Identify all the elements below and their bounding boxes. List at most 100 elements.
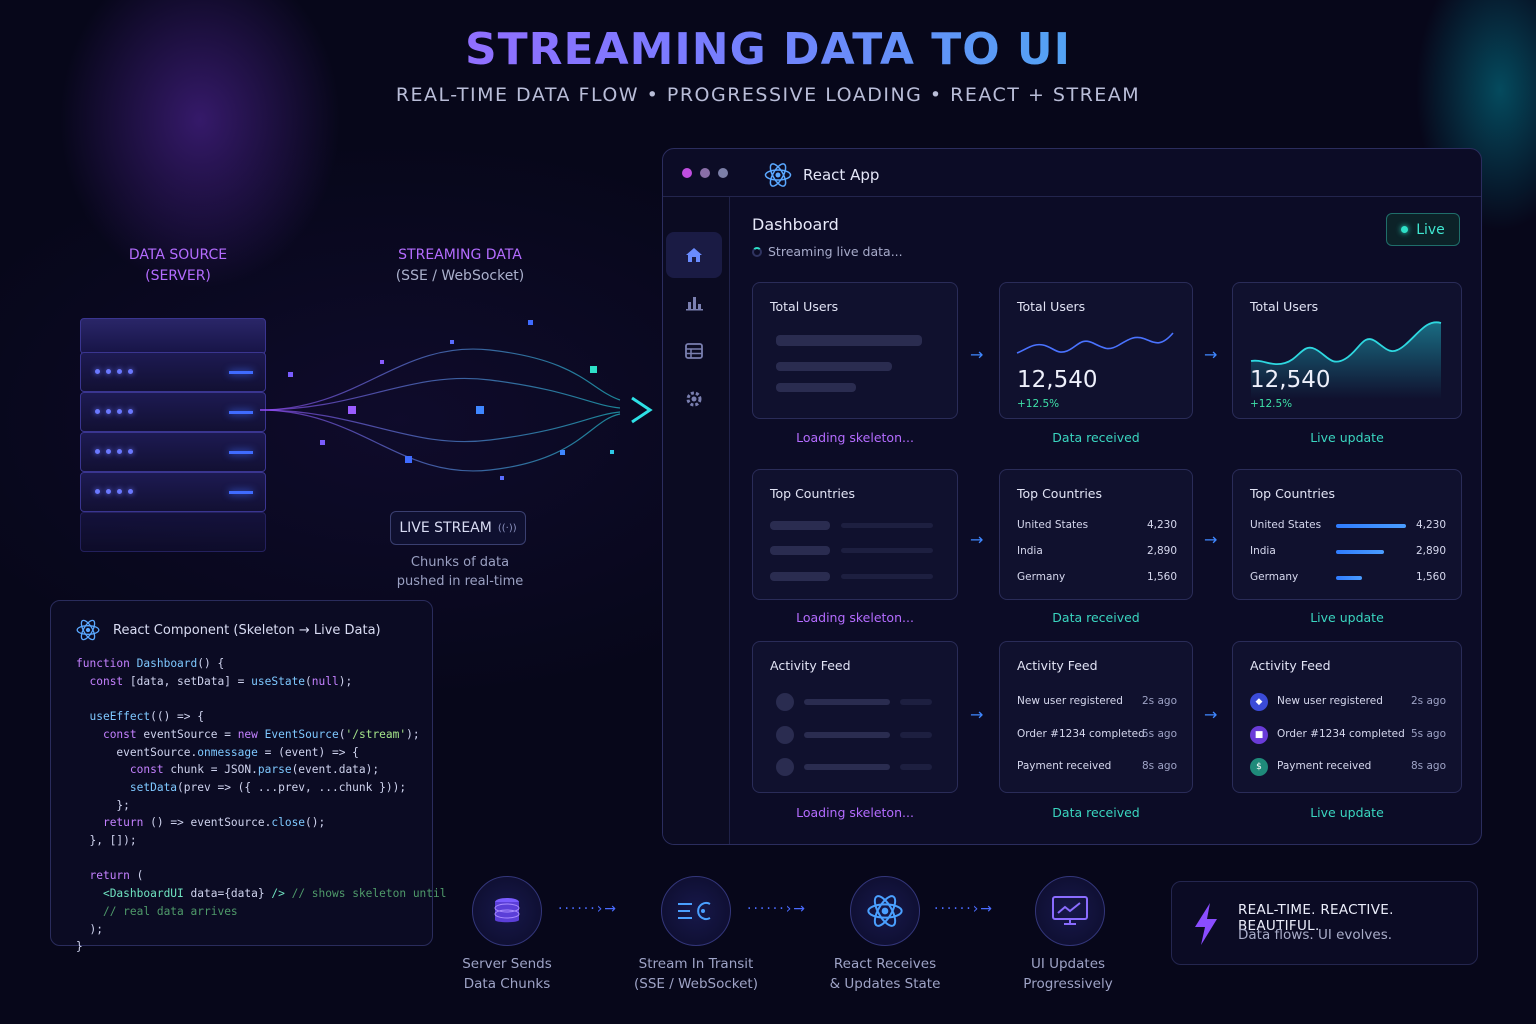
country-name: United States: [1250, 519, 1322, 531]
window-dot-maximize[interactable]: [718, 168, 728, 178]
users-card-live: Total Users 12,540 +12.5%: [1232, 282, 1462, 419]
flow-step-ui: [1035, 876, 1105, 946]
users-card-received: Total Users 12,540 +12.5%: [999, 282, 1193, 419]
tagline-card: REAL-TIME. REACTIVE. BEAUTIFUL. Data flo…: [1171, 881, 1478, 965]
gear-icon: [686, 391, 702, 407]
country-name: India: [1017, 545, 1043, 557]
stream-icon: [678, 902, 711, 920]
country-value: 1,560: [1415, 571, 1446, 583]
activity-time: 2s ago: [1141, 695, 1177, 707]
broadcast-icon: ((·)): [497, 522, 517, 534]
country-value: 4,230: [1415, 519, 1446, 531]
activity-time: 2s ago: [1410, 695, 1446, 707]
caption-live: Live update: [1310, 805, 1384, 820]
react-icon: [764, 163, 792, 187]
bar-chart-icon: [686, 297, 703, 311]
users-card-skeleton: Total Users: [752, 282, 958, 419]
arrow-right-icon: →: [1204, 705, 1218, 724]
window-controls: [682, 168, 728, 178]
arrow-right-icon: →: [1204, 530, 1218, 549]
sidebar-item-home[interactable]: [666, 232, 722, 278]
live-badge[interactable]: Live: [1386, 213, 1460, 246]
page-subtitle: REAL-TIME DATA FLOW • PROGRESSIVE LOADIN…: [395, 84, 1141, 106]
server-icon: [80, 318, 270, 558]
caption-received: Data received: [1052, 805, 1140, 820]
caption-received: Data received: [1052, 430, 1140, 445]
table-icon: [685, 343, 703, 359]
activity-text: New user registered: [1277, 695, 1383, 707]
flow-arrow-icon: ······›→: [934, 901, 995, 917]
dashboard-status: Streaming live data...: [752, 244, 903, 259]
chunks-caption: Chunks of data pushed in real-time: [396, 555, 524, 589]
flow-label-server: Server Sends Data Chunks: [462, 956, 552, 992]
arrow-right-icon: →: [1204, 345, 1218, 364]
code-block: function Dashboard() { const [data, setD…: [76, 657, 447, 954]
caption-live: Live update: [1310, 430, 1384, 445]
country-bar: [1336, 550, 1384, 554]
sidebar-item-analytics[interactable]: [666, 280, 722, 326]
activity-time: 5s ago: [1410, 728, 1446, 740]
caption-received: Data received: [1052, 610, 1140, 625]
users-sparkline: [1016, 332, 1174, 354]
activity-text: Order #1234 completed: [1277, 728, 1405, 740]
country-value: 1,560: [1146, 571, 1177, 583]
activity-card-skeleton: Activity Feed: [752, 641, 958, 793]
activity-text: Order #1234 completed: [1017, 728, 1145, 740]
app-sidebar: [663, 197, 730, 844]
flow-step-server: [472, 876, 542, 946]
country-value: 2,890: [1415, 545, 1446, 557]
sidebar-item-table[interactable]: [666, 328, 722, 374]
flow-arrow-icon: ······›→: [558, 901, 619, 917]
monitor-icon: [1052, 896, 1088, 925]
country-name: United States: [1017, 519, 1089, 531]
country-name: India: [1250, 545, 1276, 557]
activity-card-live: Activity Feed ◆ New user registered 2s a…: [1232, 641, 1462, 793]
activity-card-received: Activity Feed New user registered 2s ago…: [999, 641, 1193, 793]
page-title: STREAMING DATA TO UI: [0, 24, 1536, 75]
activity-text: Payment received: [1277, 760, 1372, 772]
arrow-right-icon: →: [970, 530, 984, 549]
tagline-secondary: Data flows. UI evolves.: [1238, 927, 1393, 943]
flow-arrow-icon: ······›→: [747, 901, 808, 917]
flow-step-react: [850, 876, 920, 946]
app-title: React App: [763, 160, 879, 190]
react-app-window: React App Dashboard Streaming live data.…: [662, 148, 1482, 845]
streaming-data-label: STREAMING DATA (SSE / WebSocket): [395, 247, 525, 284]
country-value: 4,230: [1146, 519, 1177, 531]
activity-time: 8s ago: [1141, 760, 1177, 772]
react-icon: [867, 895, 903, 927]
flow-label-stream: Stream In Transit (SSE / WebSocket): [634, 956, 758, 992]
countries-card-skeleton: Top Countries: [752, 469, 958, 600]
flow-label-ui: UI Updates Progressively: [1023, 956, 1113, 992]
app-titlebar: React App: [663, 149, 1481, 197]
caption-loading: Loading skeleton...: [796, 430, 914, 445]
loading-spinner-icon: [752, 246, 762, 257]
caption-loading: Loading skeleton...: [796, 805, 914, 820]
window-dot-close[interactable]: [682, 168, 692, 178]
flow-step-stream: [661, 876, 731, 946]
live-dot-icon: [1401, 226, 1409, 233]
country-name: Germany: [1250, 571, 1299, 583]
lightning-icon: [1195, 903, 1217, 945]
database-icon: [494, 898, 520, 923]
data-stream-illustration: [260, 320, 653, 480]
countries-card-received: Top Countries United States 4,230 India …: [999, 469, 1193, 600]
activity-time: 8s ago: [1410, 760, 1446, 772]
activity-time: 5s ago: [1141, 728, 1177, 740]
live-stream-badge: LIVE STREAM ((·)): [390, 511, 526, 545]
react-icon: [76, 619, 100, 641]
data-source-label: DATA SOURCE (SERVER): [128, 247, 228, 284]
countries-card-live: Top Countries United States 4,230 India …: [1232, 469, 1462, 600]
country-bar: [1336, 524, 1406, 528]
window-dot-minimize[interactable]: [700, 168, 710, 178]
sidebar-item-settings[interactable]: [666, 376, 722, 422]
country-value: 2,890: [1146, 545, 1177, 557]
arrow-right-icon: →: [970, 705, 984, 724]
country-name: Germany: [1017, 571, 1066, 583]
home-icon: [686, 248, 702, 262]
dashboard-title: Dashboard: [752, 215, 839, 234]
order-icon: ■: [1250, 726, 1268, 744]
flow-label-react: React Receives & Updates State: [829, 956, 941, 992]
code-panel-title: React Component (Skeleton → Live Data): [113, 622, 381, 638]
caption-live: Live update: [1310, 610, 1384, 625]
